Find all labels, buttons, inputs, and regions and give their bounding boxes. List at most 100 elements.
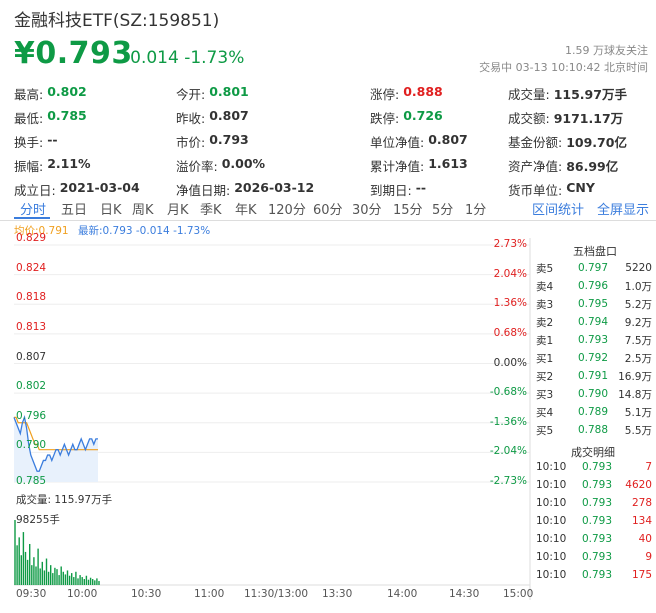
trade-row: 10:10 0.793 9 — [536, 548, 652, 566]
quote-cell: 累计净值: 1.613 — [370, 156, 508, 175]
quote-label: 累计净值: — [370, 158, 425, 174]
tab-6[interactable]: 年K — [235, 203, 257, 218]
tab-2[interactable]: 日K — [100, 203, 122, 218]
quote-value: -- — [47, 131, 58, 147]
volume-bar — [75, 571, 77, 585]
x-tick: 10:30 — [131, 588, 162, 600]
quote-cell: 单位净值: 0.807 — [370, 132, 508, 151]
trade-time: 10:10 — [536, 551, 567, 563]
orderbook-vol: 5.1万 — [624, 406, 652, 419]
tab-11[interactable]: 5分 — [432, 203, 454, 218]
volume-bar — [31, 565, 33, 585]
volume-label: 成交量: 115.97万手 — [16, 494, 113, 506]
volume-bar — [29, 543, 31, 585]
y-price-tick: 0.807 — [16, 350, 47, 363]
tab-8[interactable]: 60分 — [313, 203, 343, 218]
orderbook-price: 0.788 — [577, 424, 608, 436]
quote-value: 0.807 — [209, 108, 249, 124]
orderbook-row[interactable]: 卖4 0.796 1.0万 — [536, 277, 652, 295]
orderbook-row[interactable]: 买1 0.792 2.5万 — [536, 349, 652, 367]
quote-cell: 最高: 0.802 — [14, 84, 176, 103]
orderbook-title: 五档盘口 — [573, 245, 617, 258]
avg-price-legend: 均价:0.791 — [14, 225, 69, 237]
trade-price: 0.793 — [581, 479, 612, 491]
trade-price: 0.793 — [581, 533, 612, 545]
orderbook-row[interactable]: 买3 0.790 14.8万 — [536, 385, 652, 403]
trade-row: 10:10 0.793 134 — [536, 512, 652, 530]
quote-label: 昨收: — [176, 111, 206, 127]
orderbook-vol: 5220 — [625, 262, 652, 274]
range-stats-button[interactable]: 区间统计 — [532, 203, 585, 218]
volume-max-label: 98255手 — [16, 514, 60, 526]
y-pct-tick: -2.73% — [489, 475, 527, 487]
volume-bar — [24, 551, 27, 585]
orderbook-name: 买5 — [536, 424, 554, 437]
tab-10[interactable]: 15分 — [393, 203, 423, 218]
tab-12[interactable]: 1分 — [465, 203, 487, 218]
orderbook-row[interactable]: 买2 0.791 16.9万 — [536, 367, 652, 385]
quote-cell: 溢价率: 0.00% — [176, 156, 370, 175]
quote-cell: 成交量: 115.97万手 — [508, 84, 654, 103]
volume-bar — [54, 567, 56, 585]
tab-0[interactable]: 分时 — [20, 203, 47, 218]
volume-bar — [50, 565, 52, 585]
y-price-tick: 0.824 — [16, 261, 47, 274]
quote-cell: 振幅: 2.11% — [14, 156, 176, 175]
orderbook-price: 0.794 — [577, 316, 608, 328]
y-pct-tick: 0.68% — [493, 326, 527, 339]
quote-cell: 净值日期: 2026-03-12 — [176, 180, 370, 199]
orderbook-vol: 9.2万 — [624, 316, 652, 329]
volume-bar — [18, 537, 20, 585]
orderbook-price: 0.796 — [577, 280, 608, 292]
orderbook-row[interactable]: 买5 0.788 5.5万 — [536, 421, 652, 439]
orderbook-vol: 5.2万 — [624, 298, 652, 311]
orderbook-row[interactable]: 买4 0.789 5.1万 — [536, 403, 652, 421]
orderbook-row[interactable]: 卖5 0.797 5220 — [536, 259, 652, 277]
x-tick: 11:30/13:00 — [244, 588, 309, 600]
tab-1[interactable]: 五日 — [61, 203, 88, 218]
trade-price: 0.793 — [581, 569, 612, 581]
quote-cell: 市价: 0.793 — [176, 132, 370, 151]
trades-title: 成交明细 — [571, 446, 615, 459]
orderbook-row[interactable]: 卖1 0.793 7.5万 — [536, 331, 652, 349]
quote-value: 2.11% — [47, 155, 91, 171]
tab-5[interactable]: 季K — [200, 203, 222, 218]
y-pct-tick: 2.73% — [493, 238, 527, 250]
fullscreen-button[interactable]: 全屏显示 — [597, 203, 650, 218]
quote-cell: 最低: 0.785 — [14, 108, 176, 127]
quote-label: 基金份额: — [508, 134, 563, 150]
quote-value: 0.888 — [403, 84, 443, 100]
orderbook-row[interactable]: 卖2 0.794 9.2万 — [536, 313, 652, 331]
trade-time: 10:10 — [536, 569, 567, 581]
volume-bar — [47, 571, 50, 585]
trade-vol: 40 — [638, 533, 652, 545]
tab-9[interactable]: 30分 — [352, 203, 382, 218]
volume-bar — [66, 570, 69, 585]
volume-bar — [58, 575, 60, 585]
tab-3[interactable]: 周K — [132, 203, 154, 218]
orderbook-name: 卖3 — [536, 298, 554, 311]
orderbook-vol: 5.5万 — [624, 424, 652, 437]
quote-label: 跌停: — [370, 111, 400, 127]
quote-value: 0.00% — [221, 155, 266, 171]
x-tick: 09:30 — [16, 588, 47, 600]
quote-label: 净值日期: — [176, 182, 231, 198]
volume-bar — [60, 566, 62, 585]
quote-row: 换手: -- 市价: 0.793 单位净值: 0.807 基金份额: 109.70亿 — [14, 130, 654, 154]
quote-label: 换手: — [14, 134, 44, 150]
y-price-tick: 0.790 — [16, 439, 47, 452]
quote-value: 115.97万手 — [553, 87, 627, 103]
trade-price: 0.793 — [581, 551, 612, 563]
quote-cell: 今开: 0.801 — [176, 84, 370, 103]
quote-cell: 货币单位: CNY — [508, 180, 654, 199]
follower-count[interactable]: 1.59 万球友关注 — [565, 44, 648, 57]
tab-7[interactable]: 120分 — [268, 203, 306, 218]
quote-value: -- — [415, 179, 427, 195]
quote-label: 溢价率: — [176, 158, 218, 174]
volume-bar — [62, 571, 64, 585]
orderbook-row[interactable]: 卖3 0.795 5.2万 — [536, 295, 652, 313]
quote-value: 0.726 — [403, 108, 443, 124]
tab-4[interactable]: 月K — [167, 203, 189, 218]
quote-value: 109.70亿 — [566, 134, 627, 150]
quote-value: 2021-03-04 — [59, 179, 140, 195]
